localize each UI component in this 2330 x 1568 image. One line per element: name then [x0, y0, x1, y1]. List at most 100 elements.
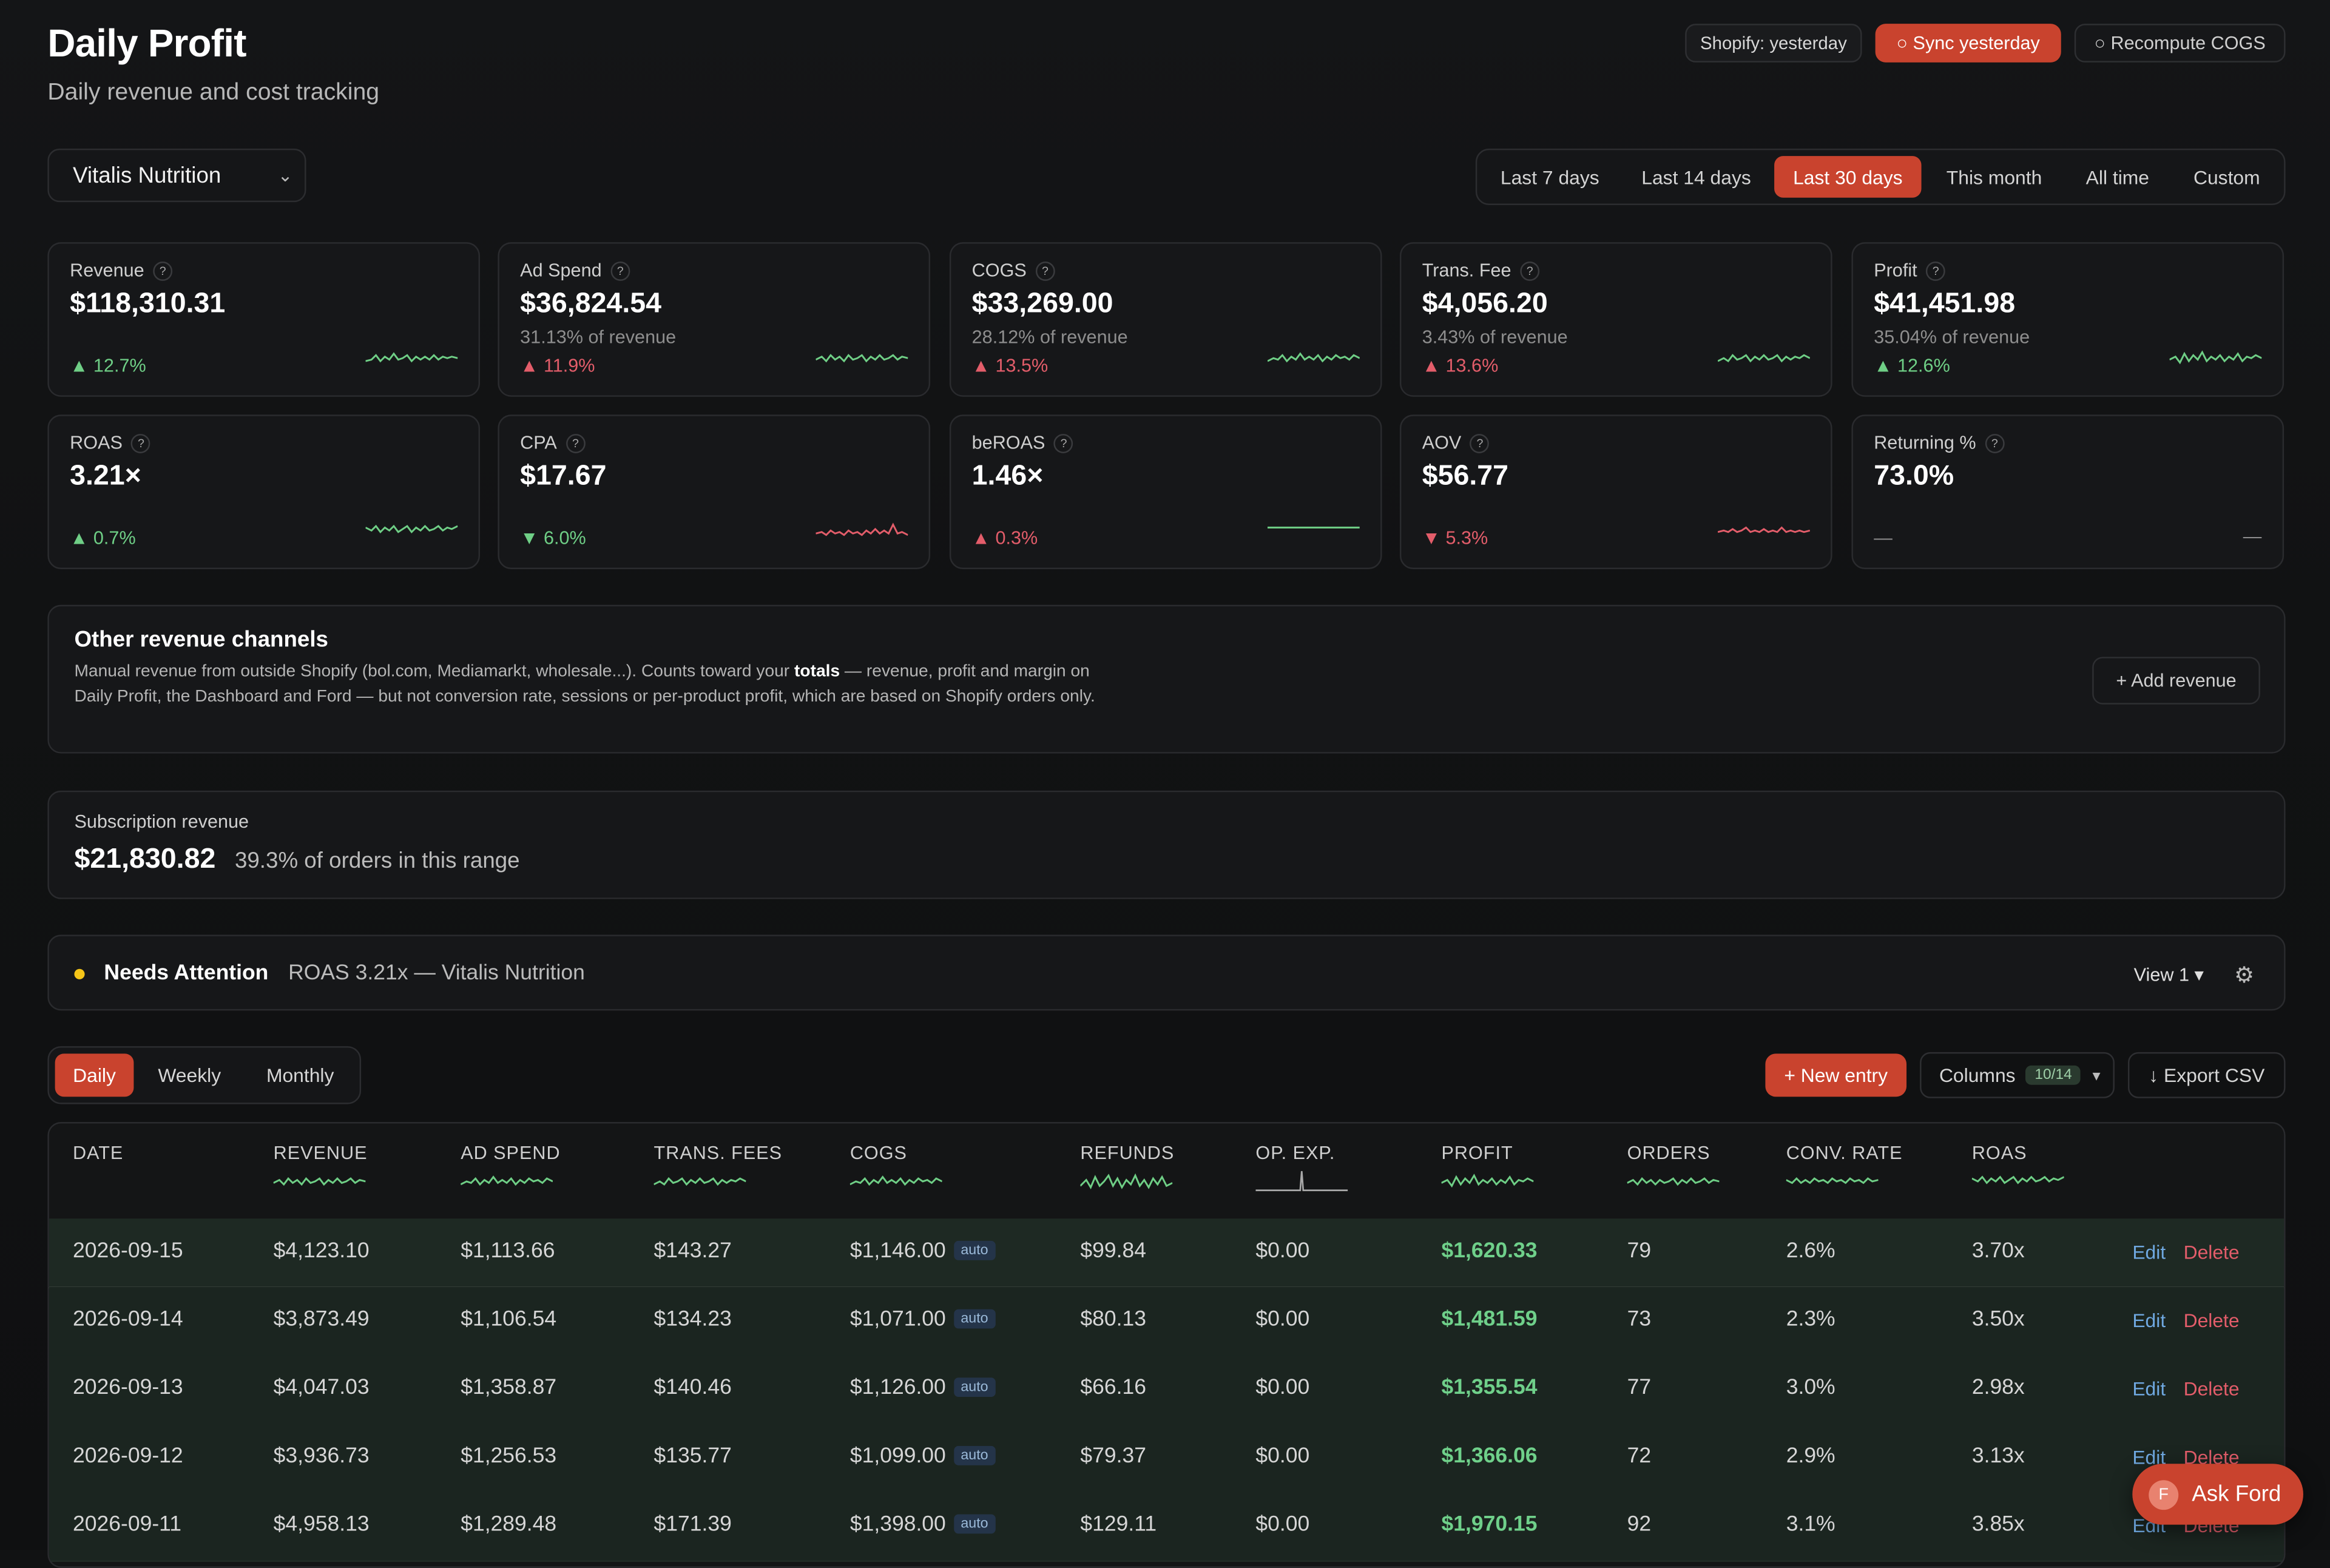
- cell-conv-rate: 3.1%: [1786, 1513, 1835, 1537]
- kpi-value: $4,056.20: [1422, 288, 1548, 320]
- range-all-time[interactable]: All time: [2085, 166, 2150, 188]
- range-custom[interactable]: Custom: [2193, 166, 2260, 188]
- kpi-subtext: 35.04% of revenue: [1874, 326, 2030, 348]
- tab-monthly[interactable]: Monthly: [266, 1064, 334, 1087]
- kpi-sparkline: [1267, 526, 1360, 529]
- column-sparkline: [1255, 1171, 1348, 1191]
- table-row[interactable]: 2026-09-13 $4,047.03 $1,358.87 $140.46 $…: [49, 1355, 2284, 1425]
- column-header-trans-fees[interactable]: TRANS. FEES: [653, 1143, 782, 1186]
- column-sparkline: [461, 1175, 553, 1186]
- help-icon[interactable]: ?: [1470, 433, 1490, 453]
- kpi-value: 3.21×: [70, 461, 141, 492]
- tab-daily[interactable]: Daily: [55, 1053, 134, 1097]
- kpi-label: ROAS: [70, 432, 123, 453]
- column-sparkline: [653, 1177, 746, 1186]
- column-header-revenue[interactable]: REVENUE: [273, 1143, 368, 1186]
- cell-revenue: $4,958.13: [273, 1513, 370, 1537]
- delete-link[interactable]: Delete: [2183, 1309, 2240, 1332]
- help-icon[interactable]: ?: [1035, 260, 1055, 280]
- cell-orders: 92: [1627, 1513, 1652, 1537]
- export-csv-button[interactable]: ↓ Export CSV: [2127, 1052, 2286, 1098]
- kpi-label: Revenue: [70, 260, 144, 281]
- needs-attention-bar[interactable]: Needs Attention ROAS 3.21x — Vitalis Nut…: [47, 934, 2286, 1011]
- column-header-orders[interactable]: ORDERS: [1627, 1143, 1720, 1186]
- delete-link[interactable]: Delete: [2183, 1377, 2240, 1400]
- cell-conv-rate: 2.6%: [1786, 1239, 1835, 1263]
- sync-yesterday-button[interactable]: ○ Sync yesterday: [1875, 24, 2061, 63]
- subscription-revenue-panel: Subscription revenue $21,830.82 39.3% of…: [47, 790, 2286, 899]
- kpi-change: ▲ 12.7%: [70, 355, 146, 376]
- table-row[interactable]: 2026-09-15 $4,123.10 $1,113.66 $143.27 $…: [49, 1218, 2284, 1289]
- new-entry-button[interactable]: + New entry: [1765, 1053, 1907, 1097]
- kpi-card-profit: Profit? $41,451.98 35.04% of revenue ▲ 1…: [1851, 242, 2284, 397]
- kpi-change: ▲ 13.5%: [971, 355, 1048, 376]
- help-icon[interactable]: ?: [566, 433, 586, 453]
- cell-roas: 3.13x: [1971, 1444, 2025, 1468]
- cell-ad-spend: $1,256.53: [461, 1444, 557, 1468]
- page-title: Daily Profit: [47, 21, 246, 66]
- cell-cogs: $1,398.00 auto: [850, 1513, 996, 1536]
- kpi-value: 73.0%: [1874, 461, 1954, 492]
- cell-refunds: $80.13: [1080, 1308, 1147, 1332]
- kpi-card-cogs: COGS? $33,269.00 28.12% of revenue ▲ 13.…: [949, 242, 1382, 397]
- kpi-label: Ad Spend: [520, 260, 602, 281]
- attention-dot-icon: [74, 968, 85, 979]
- delete-link[interactable]: Delete: [2183, 1240, 2240, 1263]
- column-header-profit[interactable]: PROFIT: [1441, 1143, 1534, 1188]
- gear-icon[interactable]: ⚙: [2234, 962, 2255, 988]
- cell-roas: 2.98x: [1971, 1376, 2025, 1400]
- columns-count-badge: 10/14: [2025, 1065, 2081, 1085]
- kpi-card-roas: ROAS? 3.21× ▲ 0.7%: [47, 414, 481, 569]
- column-sparkline: [1786, 1177, 1879, 1184]
- column-header-date[interactable]: DATE: [73, 1143, 124, 1164]
- ask-ford-button[interactable]: F Ask Ford: [2132, 1464, 2303, 1525]
- help-icon[interactable]: ?: [153, 260, 173, 280]
- kpi-subtext: 31.13% of revenue: [520, 326, 677, 348]
- cell-date: 2026-09-11: [73, 1513, 182, 1537]
- columns-button[interactable]: Columns 10/14 ▼: [1920, 1052, 2115, 1098]
- column-header-ad-spend[interactable]: AD SPEND: [461, 1143, 560, 1186]
- recompute-cogs-button[interactable]: ○ Recompute COGS: [2074, 24, 2286, 63]
- edit-link[interactable]: Edit: [2132, 1240, 2166, 1263]
- cell-revenue: $4,047.03: [273, 1376, 370, 1400]
- cell-refunds: $66.16: [1080, 1376, 1147, 1400]
- cell-op-exp: $0.00: [1255, 1308, 1310, 1332]
- add-revenue-button[interactable]: + Add revenue: [2092, 657, 2260, 705]
- kpi-label: CPA: [520, 432, 557, 453]
- cell-cogs: $1,099.00 auto: [850, 1444, 996, 1468]
- edit-link[interactable]: Edit: [2132, 1309, 2166, 1332]
- store-select[interactable]: Vitalis Nutrition ⌄: [47, 148, 306, 203]
- kpi-value: $17.67: [520, 461, 607, 492]
- table-row[interactable]: 2026-09-14 $3,873.49 $1,106.54 $134.23 $…: [49, 1286, 2284, 1357]
- help-icon[interactable]: ?: [1520, 260, 1540, 280]
- other-revenue-heading: Other revenue channels: [74, 627, 328, 653]
- column-header-refunds[interactable]: REFUNDS: [1080, 1143, 1174, 1189]
- help-icon[interactable]: ?: [131, 433, 151, 453]
- cell-conv-rate: 3.0%: [1786, 1376, 1835, 1400]
- edit-link[interactable]: Edit: [2132, 1377, 2166, 1400]
- view-selector[interactable]: View 1 ▾: [2133, 964, 2204, 985]
- range-this-month[interactable]: This month: [1946, 166, 2042, 188]
- range-last-30-days[interactable]: Last 30 days: [1774, 156, 1922, 198]
- cell-op-exp: $0.00: [1255, 1239, 1310, 1263]
- auto-badge: auto: [953, 1240, 996, 1260]
- cell-orders: 77: [1627, 1376, 1652, 1400]
- column-header-cogs[interactable]: COGS: [849, 1143, 942, 1186]
- help-icon[interactable]: ?: [1985, 433, 2005, 453]
- cell-revenue: $4,123.10: [273, 1239, 370, 1263]
- help-icon[interactable]: ?: [1926, 260, 1946, 280]
- table-row[interactable]: 2026-09-11 $4,958.13 $1,289.48 $171.39 $…: [49, 1492, 2284, 1562]
- help-icon[interactable]: ?: [1054, 433, 1074, 453]
- tab-weekly[interactable]: Weekly: [158, 1064, 221, 1087]
- column-header-roas[interactable]: ROAS: [1971, 1143, 2064, 1184]
- cell-cogs: $1,146.00 auto: [850, 1239, 996, 1263]
- range-last-7-days[interactable]: Last 7 days: [1500, 166, 1599, 188]
- range-last-14-days[interactable]: Last 14 days: [1641, 166, 1751, 188]
- help-icon[interactable]: ?: [610, 260, 630, 280]
- column-header-op-exp[interactable]: OP. EXP.: [1255, 1143, 1348, 1191]
- auto-badge: auto: [953, 1445, 996, 1465]
- column-header-conv-rate[interactable]: CONV. RATE: [1786, 1143, 1903, 1184]
- kpi-subtext: 3.43% of revenue: [1422, 326, 1568, 348]
- table-row[interactable]: 2026-09-12 $3,936.73 $1,256.53 $135.77 $…: [49, 1424, 2284, 1494]
